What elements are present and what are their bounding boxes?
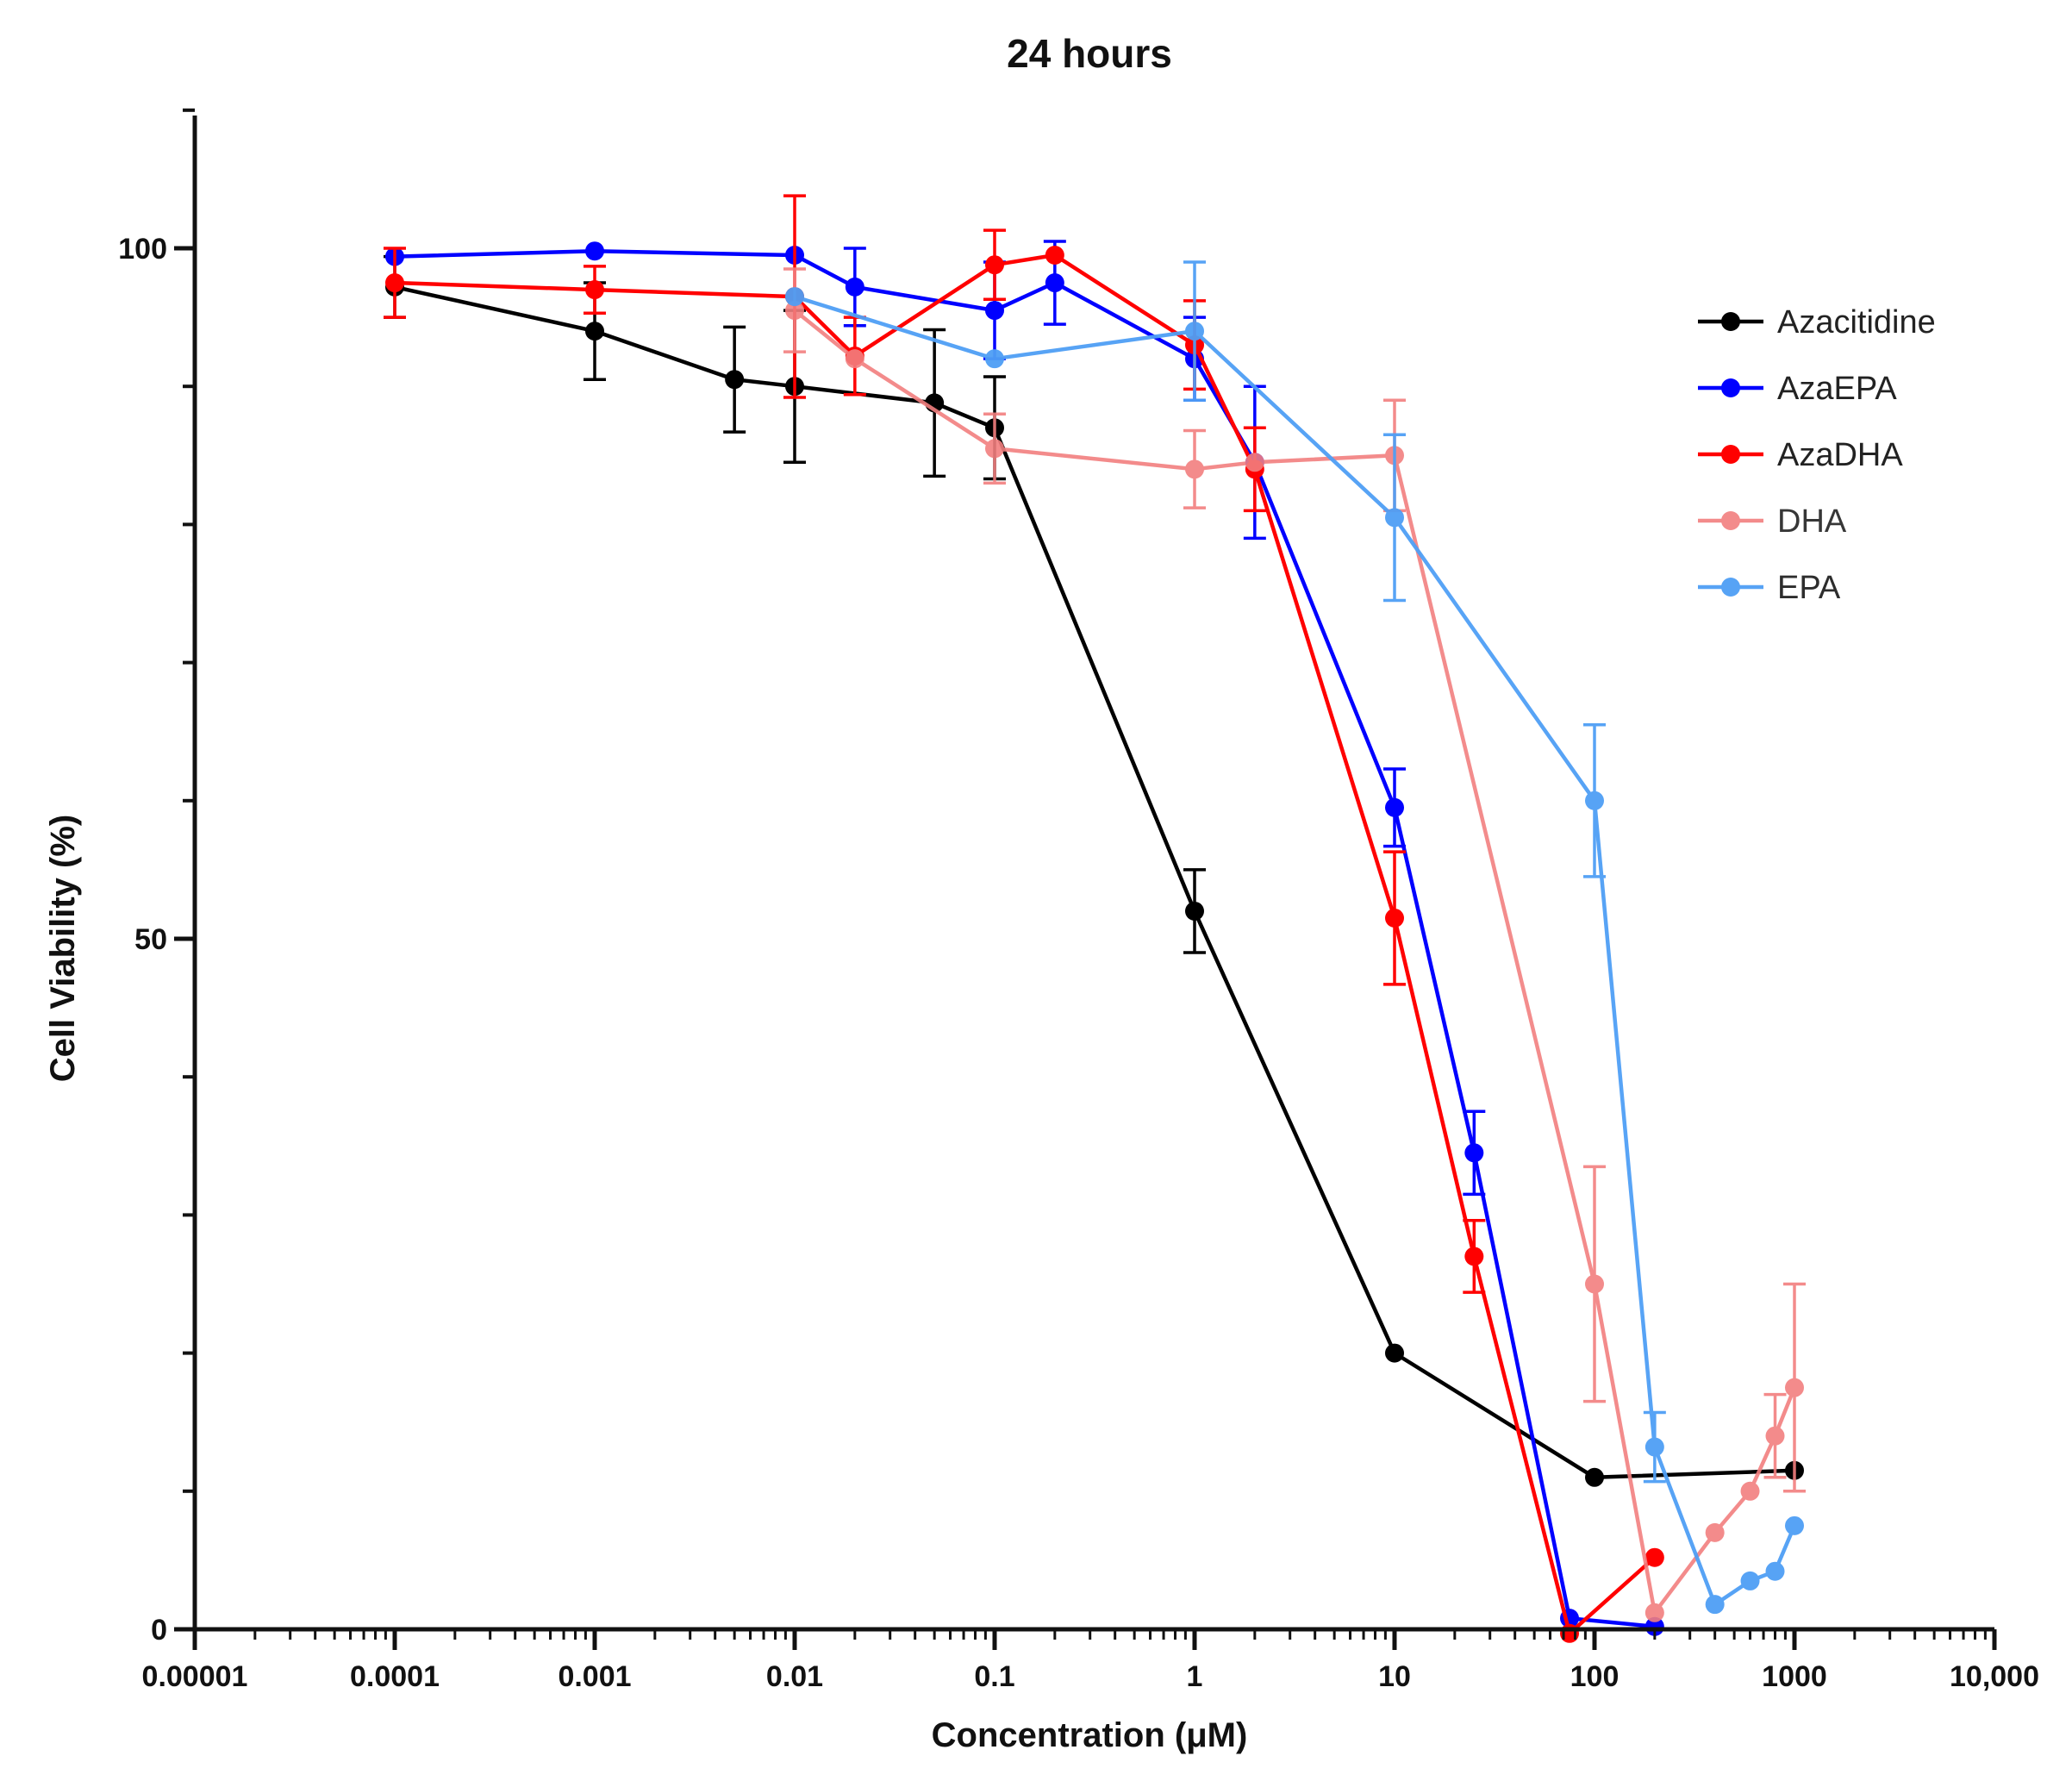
data-point <box>1740 1571 1760 1590</box>
legend-marker <box>1721 312 1740 331</box>
data-point <box>1385 1343 1404 1363</box>
legend: Azacitidine AzaEPA AzaDHA DHA EPA <box>1698 304 1936 606</box>
data-point <box>1185 459 1204 479</box>
legend-marker <box>1721 578 1740 597</box>
data-point <box>1185 901 1204 921</box>
x-tick-label: 0.0001 <box>350 1660 440 1693</box>
legend-item: Azacitidine <box>1698 304 1936 341</box>
data-point <box>985 255 1004 275</box>
series-line <box>394 253 1657 1636</box>
x-tick-label: 0.1 <box>974 1660 1014 1693</box>
data-point <box>845 349 864 369</box>
legend-label: DHA <box>1777 503 1847 540</box>
data-point <box>1385 908 1404 928</box>
series-line <box>793 309 1797 1615</box>
data-point <box>1385 797 1404 817</box>
y-tick-label: 100 <box>118 233 167 266</box>
x-axis-title: Concentration (μM) <box>932 1716 1248 1754</box>
legend-marker <box>1721 511 1740 530</box>
data-point <box>1185 322 1204 341</box>
legend-item: AzaDHA <box>1698 437 1903 473</box>
legend-item: DHA <box>1698 503 1847 540</box>
x-tick-label: 1000 <box>1762 1660 1827 1693</box>
legend-label: Azacitidine <box>1777 304 1936 341</box>
x-tick-label: 1 <box>1187 1660 1203 1693</box>
legend-marker <box>1721 378 1740 397</box>
y-tick-label: 50 <box>134 923 167 956</box>
data-point <box>1464 1247 1484 1266</box>
data-point <box>585 322 604 341</box>
data-point <box>785 287 804 307</box>
series-line <box>794 294 1797 1607</box>
data-point <box>1785 1515 1804 1535</box>
data-point <box>1045 246 1064 266</box>
data-point <box>1705 1522 1725 1542</box>
series-line <box>394 248 1656 1629</box>
data-point <box>585 241 604 261</box>
data-point <box>985 439 1004 459</box>
y-axis-title: Cell Viability (%) <box>44 815 82 1082</box>
data-point <box>1765 1426 1785 1446</box>
x-tick-label: 100 <box>1570 1660 1620 1693</box>
data-point <box>785 301 804 321</box>
x-tick-label: 0.00001 <box>142 1660 248 1693</box>
data-point <box>1585 1274 1604 1294</box>
x-tick-label: 10,000 <box>1950 1660 2039 1693</box>
data-point <box>1644 1437 1664 1457</box>
data-point <box>725 370 745 390</box>
data-point <box>985 349 1004 369</box>
data-point <box>1740 1481 1760 1501</box>
x-tick-label: 10 <box>1378 1660 1411 1693</box>
data-point <box>1705 1595 1725 1615</box>
data-point <box>1385 508 1404 528</box>
series-epa <box>785 260 1804 1615</box>
axes: 0 50 100 0.00001 0.0001 0.001 0.01 0.1 1 10 100 100… <box>118 108 2039 1693</box>
data-point <box>1585 1467 1604 1487</box>
series-line <box>394 284 1795 1480</box>
y-tick-label: 0 <box>151 1614 167 1647</box>
data-point <box>1644 1603 1664 1622</box>
series-azaepa <box>385 240 1664 1636</box>
legend-label: AzaDHA <box>1777 437 1903 473</box>
data-point <box>585 280 604 300</box>
data-point <box>1585 791 1604 810</box>
data-point <box>1785 1378 1804 1397</box>
series-azacitidine <box>384 254 1804 1487</box>
data-point <box>985 301 1004 321</box>
data-point <box>1644 1547 1664 1567</box>
data-point <box>1245 453 1264 472</box>
x-tick-label: 0.001 <box>558 1660 631 1693</box>
plot-area <box>384 194 1806 1643</box>
data-point <box>385 273 404 293</box>
data-point <box>1464 1143 1484 1163</box>
data-point <box>1765 1561 1785 1581</box>
legend-item: EPA <box>1698 570 1841 606</box>
legend-marker <box>1721 445 1740 464</box>
legend-item: AzaEPA <box>1698 371 1897 407</box>
legend-label: EPA <box>1777 570 1841 606</box>
data-point <box>1045 273 1064 293</box>
chart-title: 24 hours <box>1007 31 1172 76</box>
data-point <box>845 277 864 297</box>
legend-label: AzaEPA <box>1777 371 1897 407</box>
x-tick-label: 0.01 <box>766 1660 823 1693</box>
series-azadha <box>384 194 1664 1643</box>
